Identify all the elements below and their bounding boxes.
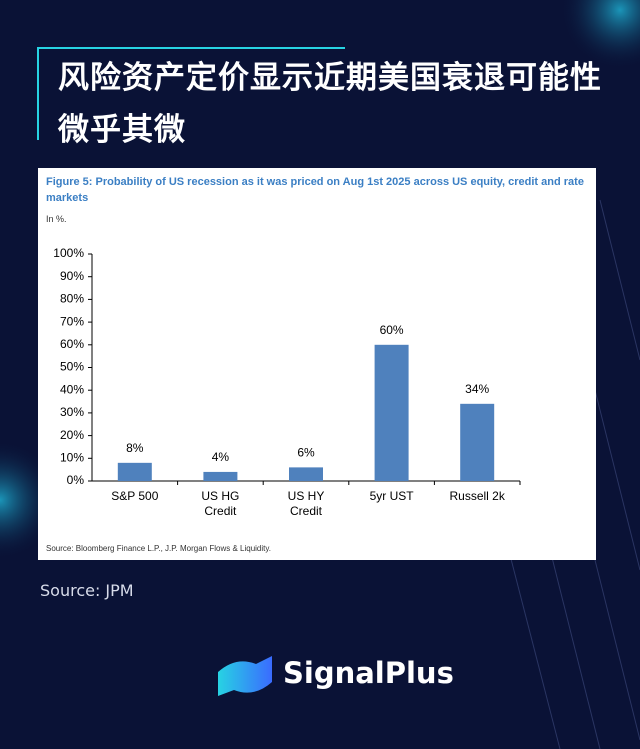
y-tick-label: 30% [60,405,84,419]
source: Source: JPM [40,581,134,600]
chart-title: Figure 5: Probability of US recession as… [46,176,584,204]
value-label: 8% [126,441,144,455]
y-tick-label: 10% [60,450,84,464]
chart-subtitle: In %. [46,214,67,224]
bar [117,462,152,481]
y-tick-label: 100% [53,246,84,260]
bar [289,467,323,481]
y-tick-label: 60% [60,337,84,351]
title: 风险资产定价显示近期美国衰退可能性微乎其微 [58,60,602,148]
value-label: 6% [297,446,315,460]
y-tick-label: 40% [60,382,84,396]
chart-note: Source: Bloomberg Finance L.P., J.P. Mor… [46,544,272,553]
plot: 0% 10% 20% 30% 40% 50% 60% 70% 80% 90% 100% 8% 4% 6% 6… [53,246,521,487]
y-tick-label: 80% [60,292,84,306]
logo [218,656,272,696]
value-label: 60% [380,323,404,337]
y-tick-label: 70% [60,314,84,328]
y-tick-label: 0% [67,473,85,487]
x-tick-label: US HG Credit [201,489,240,518]
brand: SignalPlus [283,656,454,690]
x-tick-label: Russell 2k [449,489,505,503]
y-tick-label: 50% [60,360,84,374]
value-label: 34% [465,382,489,396]
x-tick-label: S&P 500 [111,489,159,503]
bar [203,471,238,481]
value-label: 4% [212,450,230,464]
y-tick-label: 90% [60,269,84,283]
x-tick-label: 5yr UST [369,489,414,503]
bar [374,344,409,481]
x-tick-label: US HY Credit [287,489,325,518]
chart-panel: Figure 5: Probability of US recession as… [38,168,596,560]
y-tick-label: 20% [60,428,84,442]
bar [460,403,495,481]
